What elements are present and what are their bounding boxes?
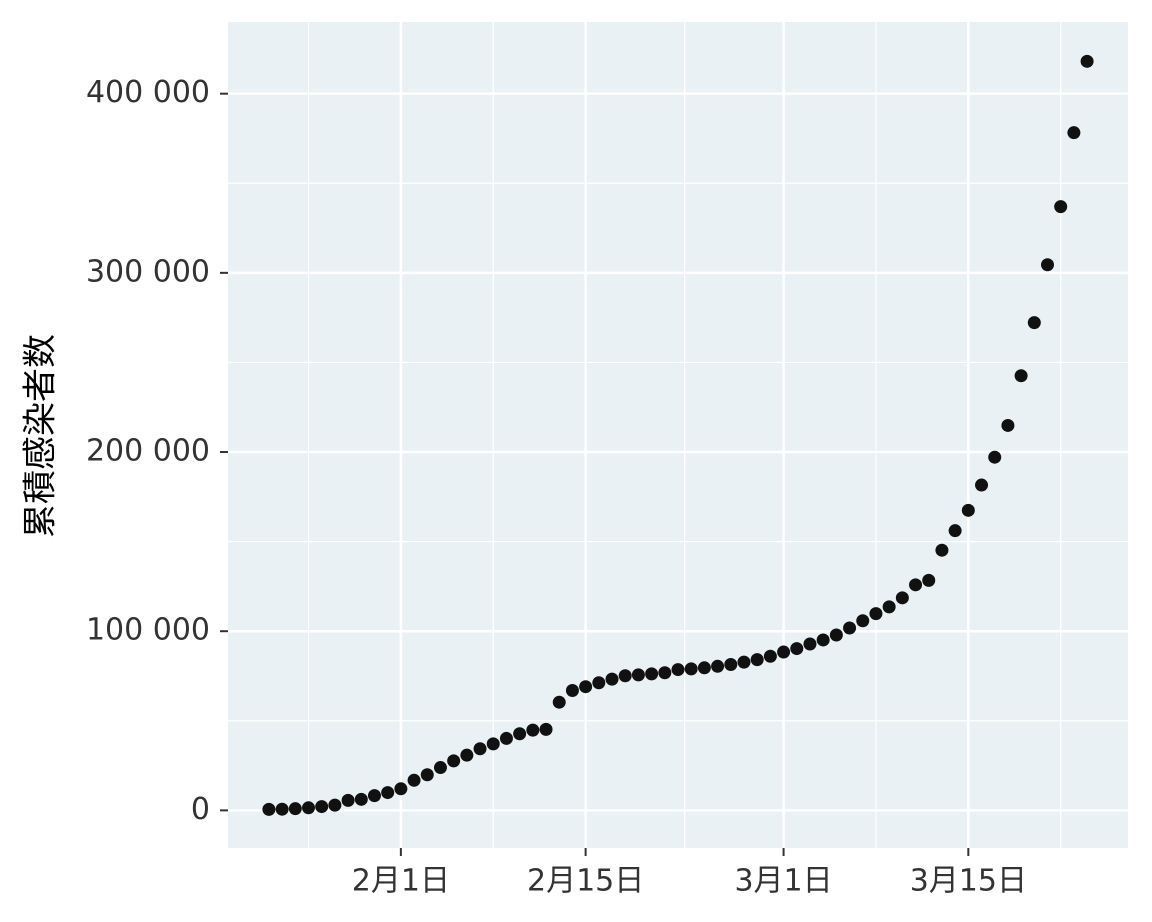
point (486, 737, 500, 751)
point (592, 676, 606, 690)
point (539, 722, 553, 736)
point (565, 684, 579, 698)
point (948, 524, 962, 538)
point (1014, 369, 1028, 383)
point (737, 655, 751, 669)
point (684, 662, 698, 676)
point (526, 723, 540, 737)
y-tick-label: 400 000 (86, 75, 210, 110)
point (407, 773, 421, 787)
point (460, 748, 474, 762)
x-tick-label: 2月1日 (352, 864, 450, 899)
point (988, 450, 1002, 464)
point (816, 633, 830, 647)
x-tick-label: 3月1日 (734, 864, 832, 899)
point (935, 543, 949, 557)
point (1067, 126, 1081, 140)
point (447, 754, 461, 768)
point (829, 628, 843, 642)
y-tick-label: 0 (191, 792, 210, 827)
point (1027, 316, 1041, 330)
point (618, 669, 632, 683)
point (882, 600, 896, 614)
point (803, 637, 817, 651)
point (724, 658, 738, 672)
point (579, 680, 593, 694)
point (645, 667, 659, 681)
point (328, 798, 342, 812)
point (869, 607, 883, 621)
plot-panel (228, 22, 1128, 848)
point (381, 786, 395, 800)
point (499, 731, 513, 745)
point (420, 768, 434, 782)
point (315, 800, 329, 814)
point (711, 659, 725, 673)
point (262, 802, 276, 816)
point (552, 695, 566, 709)
x-tick-label: 3月15日 (910, 864, 1027, 899)
point (288, 802, 302, 816)
point (961, 503, 975, 517)
y-axis-label: 累積感染者数 (21, 334, 61, 538)
point (1080, 54, 1094, 68)
point (433, 761, 447, 775)
point (1054, 200, 1068, 214)
y-tick-label: 200 000 (86, 434, 210, 469)
point (341, 793, 355, 807)
point (605, 672, 619, 686)
point (856, 614, 870, 628)
point (922, 573, 936, 587)
y-tick-label: 300 000 (86, 254, 210, 289)
point (750, 653, 764, 667)
point (394, 782, 408, 796)
point (909, 578, 923, 592)
point (790, 642, 804, 656)
point (658, 666, 672, 680)
point (301, 801, 315, 815)
point (763, 649, 777, 663)
point (631, 668, 645, 682)
point (473, 742, 487, 756)
point (777, 645, 791, 659)
point (671, 663, 685, 677)
x-tick-label: 2月15日 (527, 864, 644, 899)
point (1041, 258, 1055, 272)
y-tick-label: 100 000 (86, 613, 210, 648)
point (513, 727, 527, 741)
point (1001, 418, 1015, 432)
point (895, 591, 909, 605)
point (975, 478, 989, 492)
point (367, 789, 381, 803)
point (354, 792, 368, 806)
point (697, 661, 711, 675)
point (843, 621, 857, 635)
point (275, 802, 289, 816)
